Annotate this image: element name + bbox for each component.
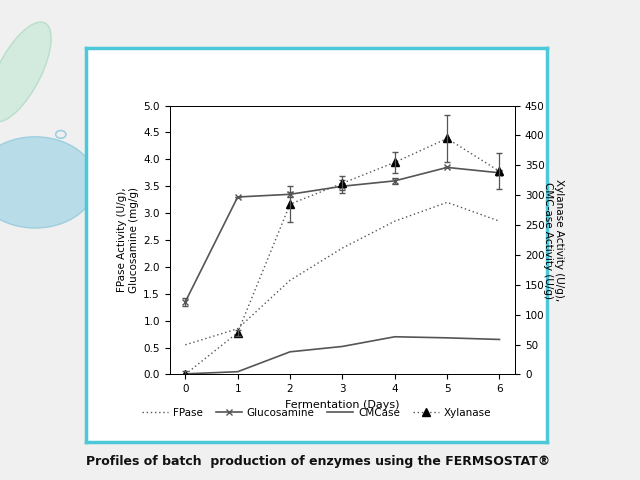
- Y-axis label: FPase Activity (U/g),
Glucosamine (mg/g): FPase Activity (U/g), Glucosamine (mg/g): [118, 187, 139, 293]
- Text: Profiles of batch  production of enzymes using the FERMSOSTAT®: Profiles of batch production of enzymes …: [86, 455, 550, 468]
- Legend: FPase, Glucosamine, CMCase, Xylanase: FPase, Glucosamine, CMCase, Xylanase: [138, 404, 496, 422]
- Y-axis label: Xylanase Activity (U/g),
CMC-ase Activity (U/g): Xylanase Activity (U/g), CMC-ase Activit…: [543, 179, 564, 301]
- X-axis label: Fermentation (Days): Fermentation (Days): [285, 400, 399, 409]
